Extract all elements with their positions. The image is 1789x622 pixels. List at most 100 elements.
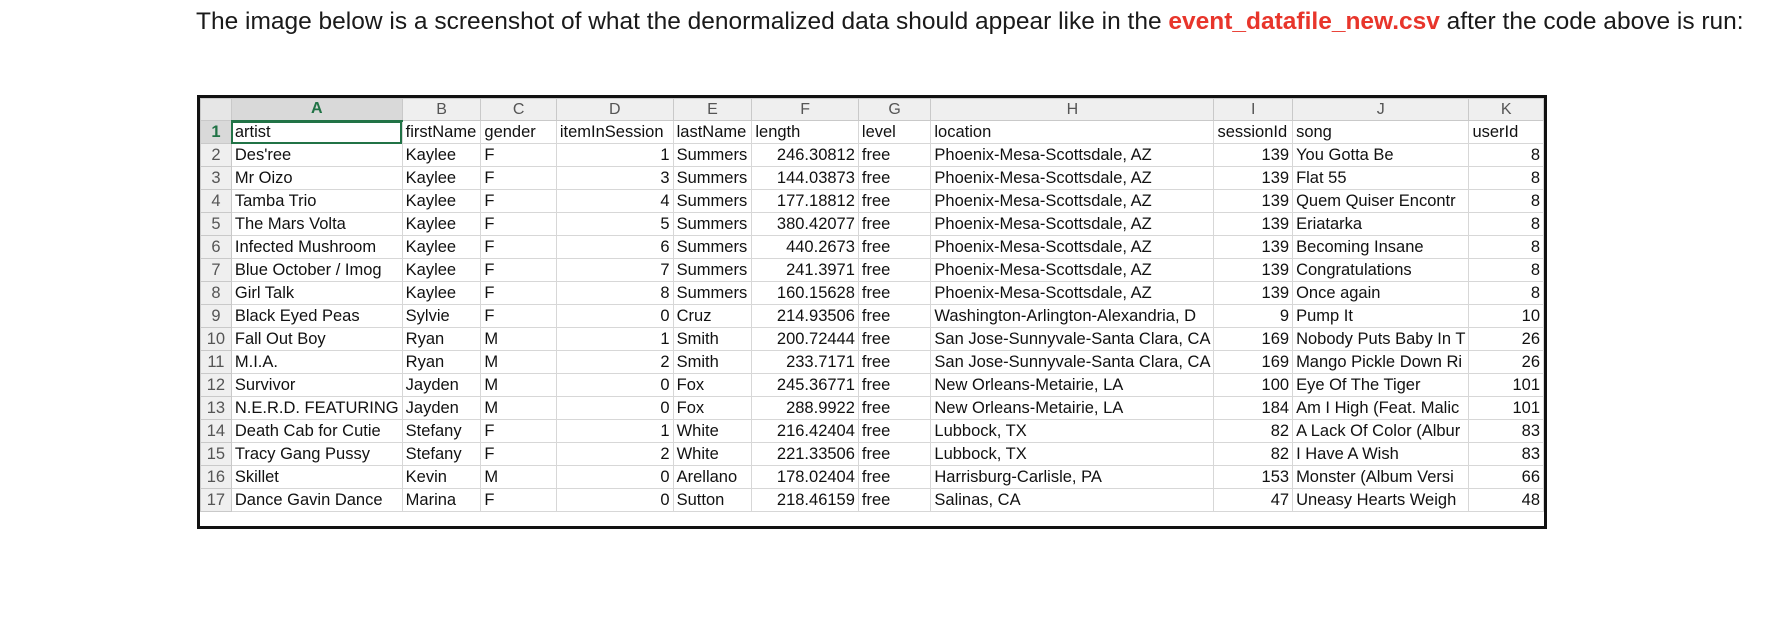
table-cell[interactable]: A Lack Of Color (Albur <box>1292 419 1470 443</box>
table-cell[interactable]: Kaylee <box>401 235 482 259</box>
table-cell[interactable]: Ryan <box>401 327 482 351</box>
table-cell[interactable]: 178.02404 <box>751 465 859 489</box>
table-cell[interactable]: Am I High (Feat. Malic <box>1292 396 1470 420</box>
table-cell[interactable]: M.I.A. <box>230 350 403 374</box>
table-cell[interactable]: Des'ree <box>230 143 403 167</box>
table-cell[interactable]: 26 <box>1468 350 1544 374</box>
table-cell[interactable]: Salinas, CA <box>930 488 1215 512</box>
table-cell[interactable]: 221.33506 <box>751 442 859 466</box>
table-cell[interactable]: Tracy Gang Pussy <box>230 442 403 466</box>
table-cell[interactable]: 1 <box>555 327 674 351</box>
table-cell[interactable]: 101 <box>1468 396 1544 420</box>
row-number[interactable]: 12 <box>200 373 232 397</box>
column-header-k[interactable]: K <box>1468 98 1544 121</box>
row-number[interactable]: 16 <box>200 465 232 489</box>
table-cell[interactable]: F <box>480 419 557 443</box>
table-cell[interactable]: 8 <box>1468 143 1544 167</box>
table-cell[interactable]: Marina <box>401 488 482 512</box>
table-cell[interactable]: Eye Of The Tiger <box>1292 373 1470 397</box>
table-cell[interactable]: 160.15628 <box>751 281 859 305</box>
table-cell[interactable]: Quem Quiser Encontr <box>1292 189 1470 213</box>
table-cell[interactable]: Fox <box>672 396 753 420</box>
table-cell[interactable]: 82 <box>1213 442 1294 466</box>
table-cell[interactable]: free <box>857 396 932 420</box>
table-cell[interactable]: 139 <box>1213 189 1294 213</box>
table-cell[interactable]: free <box>857 419 932 443</box>
table-cell[interactable]: 9 <box>1213 304 1294 328</box>
table-cell[interactable]: 82 <box>1213 419 1294 443</box>
table-cell[interactable]: Cruz <box>672 304 753 328</box>
table-cell[interactable]: N.E.R.D. FEATURING <box>230 396 403 420</box>
header-cell-lastname[interactable]: lastName <box>672 120 753 144</box>
table-cell[interactable]: Summers <box>672 143 753 167</box>
table-cell[interactable]: Becoming Insane <box>1292 235 1470 259</box>
table-cell[interactable]: Kaylee <box>401 212 482 236</box>
header-cell-artist[interactable]: artist <box>230 120 403 144</box>
table-cell[interactable]: Congratulations <box>1292 258 1470 282</box>
column-header-j[interactable]: J <box>1292 98 1470 121</box>
table-cell[interactable]: Washington-Arlington-Alexandria, D <box>930 304 1215 328</box>
table-cell[interactable]: 0 <box>555 488 674 512</box>
table-cell[interactable]: 1 <box>555 419 674 443</box>
column-header-e[interactable]: E <box>672 98 753 121</box>
table-cell[interactable]: free <box>857 350 932 374</box>
table-cell[interactable]: 8 <box>1468 281 1544 305</box>
row-number[interactable]: 4 <box>200 189 232 213</box>
row-number[interactable]: 2 <box>200 143 232 167</box>
table-cell[interactable]: Infected Mushroom <box>230 235 403 259</box>
table-cell[interactable]: M <box>480 327 557 351</box>
table-cell[interactable]: 2 <box>555 350 674 374</box>
table-cell[interactable]: White <box>672 419 753 443</box>
table-cell[interactable]: 101 <box>1468 373 1544 397</box>
table-cell[interactable]: F <box>480 166 557 190</box>
table-cell[interactable]: 26 <box>1468 327 1544 351</box>
table-cell[interactable]: free <box>857 442 932 466</box>
row-number[interactable]: 10 <box>200 327 232 351</box>
table-cell[interactable]: 288.9922 <box>751 396 859 420</box>
table-cell[interactable]: F <box>480 235 557 259</box>
header-cell-location[interactable]: location <box>930 120 1215 144</box>
table-cell[interactable]: 139 <box>1213 281 1294 305</box>
table-cell[interactable]: Kevin <box>401 465 482 489</box>
table-cell[interactable]: Flat 55 <box>1292 166 1470 190</box>
row-number[interactable]: 9 <box>200 304 232 328</box>
table-cell[interactable]: Sylvie <box>401 304 482 328</box>
table-cell[interactable]: Black Eyed Peas <box>230 304 403 328</box>
table-cell[interactable]: 380.42077 <box>751 212 859 236</box>
table-cell[interactable]: 0 <box>555 304 674 328</box>
table-cell[interactable]: Once again <box>1292 281 1470 305</box>
row-number[interactable]: 8 <box>200 281 232 305</box>
table-cell[interactable]: 8 <box>1468 212 1544 236</box>
table-cell[interactable]: Dance Gavin Dance <box>230 488 403 512</box>
table-cell[interactable]: 10 <box>1468 304 1544 328</box>
table-cell[interactable]: 184 <box>1213 396 1294 420</box>
table-cell[interactable]: 8 <box>1468 166 1544 190</box>
table-cell[interactable]: 139 <box>1213 166 1294 190</box>
table-cell[interactable]: Phoenix-Mesa-Scottsdale, AZ <box>930 258 1215 282</box>
table-cell[interactable]: 8 <box>1468 235 1544 259</box>
table-cell[interactable]: 153 <box>1213 465 1294 489</box>
table-cell[interactable]: 2 <box>555 442 674 466</box>
table-cell[interactable]: 0 <box>555 465 674 489</box>
table-cell[interactable]: Ryan <box>401 350 482 374</box>
table-cell[interactable]: The Mars Volta <box>230 212 403 236</box>
table-cell[interactable]: Phoenix-Mesa-Scottsdale, AZ <box>930 189 1215 213</box>
table-cell[interactable]: 0 <box>555 396 674 420</box>
table-cell[interactable]: 1 <box>555 143 674 167</box>
table-cell[interactable]: 177.18812 <box>751 189 859 213</box>
table-cell[interactable]: Pump It <box>1292 304 1470 328</box>
table-cell[interactable]: 8 <box>555 281 674 305</box>
column-header-f[interactable]: F <box>751 98 859 121</box>
table-cell[interactable]: You Gotta Be <box>1292 143 1470 167</box>
row-number[interactable]: 11 <box>200 350 232 374</box>
table-cell[interactable]: 169 <box>1213 350 1294 374</box>
table-cell[interactable]: 245.36771 <box>751 373 859 397</box>
table-cell[interactable]: 440.2673 <box>751 235 859 259</box>
table-cell[interactable]: Tamba Trio <box>230 189 403 213</box>
table-cell[interactable]: F <box>480 281 557 305</box>
table-cell[interactable]: free <box>857 281 932 305</box>
table-cell[interactable]: 3 <box>555 166 674 190</box>
table-cell[interactable]: 6 <box>555 235 674 259</box>
table-cell[interactable]: free <box>857 465 932 489</box>
table-cell[interactable]: San Jose-Sunnyvale-Santa Clara, CA <box>930 327 1215 351</box>
